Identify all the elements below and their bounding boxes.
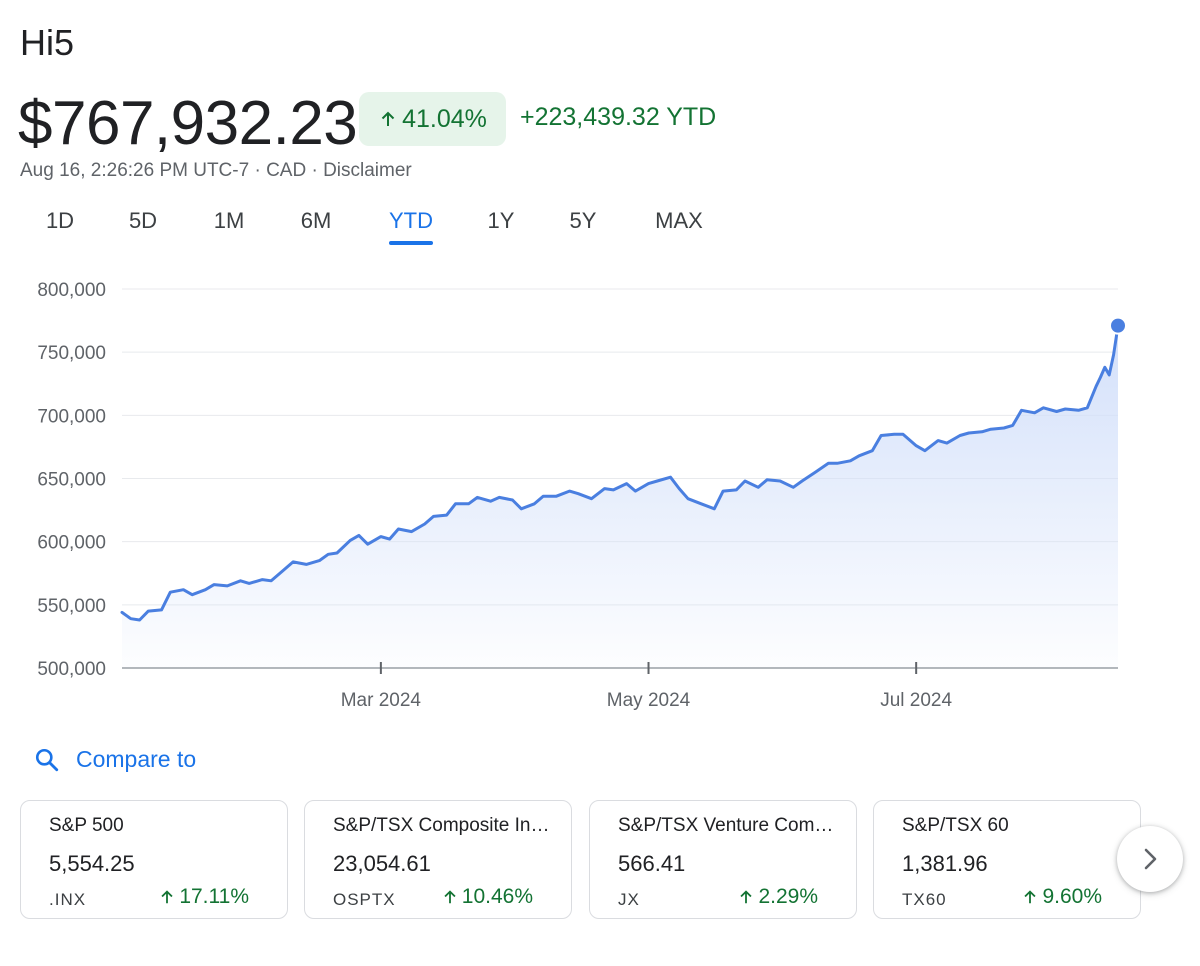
range-tab-max[interactable]: MAX [655, 200, 703, 242]
card-change: 10.46% [441, 885, 533, 909]
separator: · [311, 160, 318, 181]
range-tabs: 1D 5D 1M 6M YTD 1Y 5Y MAX [0, 200, 760, 246]
y-tick-label: 800,000 [37, 280, 106, 301]
compare-card[interactable]: S&P/TSX 60 1,381.96 TX60 9.60% [873, 800, 1141, 919]
card-change-percent: 10.46% [461, 885, 533, 908]
y-tick-label: 750,000 [37, 343, 106, 364]
card-index-name: S&P/TSX Composite Index [333, 815, 555, 836]
card-ticker: JX [618, 890, 640, 909]
card-change: 9.60% [1021, 885, 1102, 909]
compare-card[interactable]: S&P/TSX Composite Index 23,054.61 OSPTX 10.… [304, 800, 572, 919]
card-index-name: S&P 500 [49, 815, 124, 836]
arrow-up-icon [1024, 890, 1037, 904]
card-index-name: S&P/TSX 60 [902, 815, 1009, 836]
range-tab-label: 5Y [569, 208, 597, 233]
card-change-percent: 9.60% [1042, 885, 1102, 908]
price-chart: 500,000 550,000 600,000 650,000 700,000 750,0… [37, 280, 1127, 710]
x-tick-label: Mar 2024 [341, 690, 422, 710]
change-percent-badge: 41.04% [359, 92, 506, 146]
separator: · [254, 160, 261, 181]
range-tab-5d[interactable]: 5D [129, 200, 157, 242]
compare-to-button[interactable]: Compare to [34, 746, 196, 773]
price-meta: Aug 16, 2:26:26 PM UTC-7 · CAD · Disclai… [20, 160, 412, 182]
y-tick-label: 500,000 [37, 659, 106, 680]
arrow-up-icon [381, 111, 395, 126]
card-ticker: .INX [49, 890, 87, 909]
change-amount: +223,439.32 YTD [520, 103, 717, 131]
card-change: 17.11% [158, 885, 249, 909]
card-index-value: 1,381.96 [902, 851, 988, 876]
current-price: $767,932.23 [18, 89, 358, 158]
next-cards-button[interactable] [1117, 826, 1183, 892]
disclaimer-link[interactable]: Disclaimer [323, 160, 412, 181]
card-ticker: TX60 [902, 890, 947, 909]
card-index-name: S&P/TSX Venture Composite Index [618, 815, 840, 836]
range-tab-ytd[interactable]: YTD [389, 200, 433, 245]
chevron-right-icon [1144, 848, 1157, 870]
card-index-value: 5,554.25 [49, 851, 135, 876]
y-tick-label: 700,000 [37, 406, 106, 427]
compare-card[interactable]: S&P 500 5,554.25 .INX 17.11% [20, 800, 288, 919]
range-tab-label: 1Y [487, 208, 515, 233]
range-tab-5y[interactable]: 5Y [570, 200, 597, 242]
range-tab-1d[interactable]: 1D [46, 200, 74, 242]
arrow-up-icon [161, 890, 173, 904]
arrow-up-icon [740, 890, 753, 904]
range-tab-label: 5D [128, 208, 158, 233]
currency: CAD [266, 160, 307, 181]
y-tick-label: 650,000 [37, 470, 106, 491]
card-ticker: OSPTX [333, 890, 396, 909]
range-tab-label: 6M [300, 208, 332, 233]
range-tab-label: 1D [45, 208, 75, 233]
card-change-percent: 2.29% [758, 885, 818, 908]
compare-card[interactable]: S&P/TSX Venture Composite Index 566.41 JX 2… [589, 800, 857, 919]
price-line [120, 324, 1120, 622]
search-icon [35, 748, 59, 771]
y-tick-label: 550,000 [37, 596, 106, 617]
range-tab-1m[interactable]: 1M [214, 200, 245, 242]
x-tick-label: Jul 2024 [880, 690, 952, 710]
range-tab-6m[interactable]: 6M [301, 200, 332, 242]
range-tab-label: 1M [213, 208, 245, 233]
card-change-percent: 17.11% [179, 885, 249, 908]
page-title: Hi5 [20, 22, 75, 63]
range-tab-label: MAX [655, 208, 703, 233]
compare-to-label: Compare to [76, 746, 197, 772]
card-change: 2.29% [737, 885, 818, 909]
range-tab-1y[interactable]: 1Y [488, 200, 515, 242]
timestamp: Aug 16, 2:26:26 PM UTC-7 [20, 160, 250, 181]
change-percent: 41.04% [402, 104, 487, 133]
range-tab-label: YTD [389, 208, 433, 233]
card-index-value: 566.41 [618, 851, 686, 876]
card-index-value: 23,054.61 [333, 851, 431, 876]
current-value-marker [1109, 316, 1127, 335]
y-tick-label: 600,000 [37, 533, 106, 554]
arrow-up-icon [444, 890, 456, 904]
active-tab-indicator [389, 241, 433, 245]
price-area [122, 325, 1118, 668]
x-tick-label: May 2024 [607, 690, 691, 710]
